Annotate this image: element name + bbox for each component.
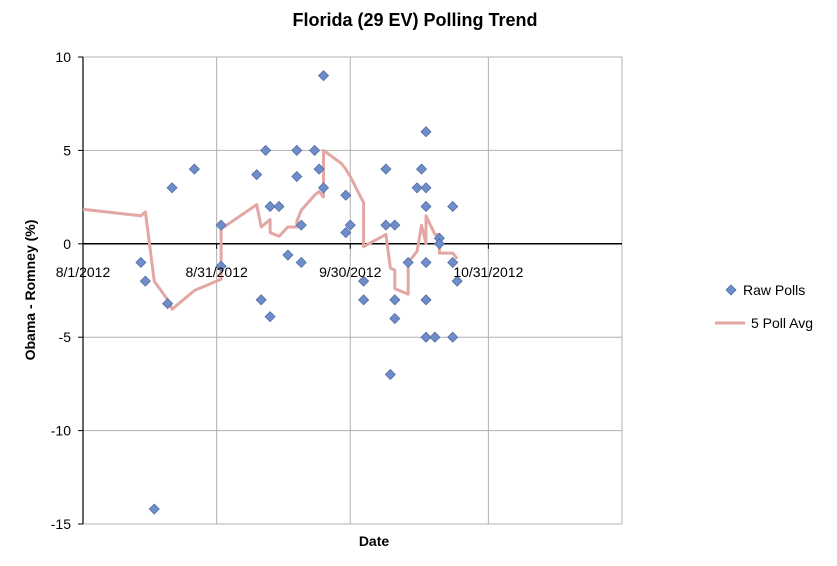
raw-poll-point: [139, 275, 151, 287]
raw-poll-point: [344, 219, 356, 231]
raw-poll-point: [451, 275, 463, 287]
y-tick-label: 0: [63, 236, 71, 252]
raw-poll-point: [340, 227, 352, 239]
raw-poll-point: [447, 256, 459, 269]
raw-points-layer: [135, 70, 463, 515]
raw-poll-point: [313, 163, 325, 175]
x-tick-label: 9/30/2012: [319, 264, 381, 280]
raw-poll-point: [264, 311, 276, 323]
raw-poll-point: [447, 200, 459, 213]
raw-poll-point: [358, 275, 370, 287]
raw-poll-point: [433, 238, 445, 250]
raw-poll-point: [411, 182, 423, 194]
x-axis-title: Date: [359, 533, 390, 549]
raw-poll-point: [389, 312, 401, 325]
plot-frame: [78, 56, 622, 525]
raw-poll-point: [273, 200, 285, 213]
raw-poll-point: [135, 256, 147, 269]
raw-poll-point: [380, 219, 392, 231]
raw-poll-point: [429, 331, 441, 343]
y-tick-label: 5: [63, 142, 71, 158]
raw-poll-point: [215, 219, 227, 231]
y-tick-label: -5: [59, 329, 72, 345]
y-tick-label: -10: [51, 423, 71, 439]
raw-poll-point: [295, 256, 307, 269]
legend: Raw Polls 5 Poll Avg: [715, 282, 813, 331]
raw-poll-point: [389, 219, 401, 231]
legend-raw-marker: [725, 284, 737, 296]
x-tick-label: 8/31/2012: [185, 264, 247, 280]
raw-poll-point: [380, 163, 392, 175]
y-tick-label: -15: [51, 516, 71, 532]
raw-poll-point: [420, 200, 432, 213]
raw-poll-point: [148, 503, 160, 515]
raw-poll-point: [420, 182, 432, 194]
tick-labels: 10 5 0 -5 -10 -15 8/1/2012 8/31/2012 9/30/2012 10…: [51, 49, 524, 532]
raw-poll-point: [389, 294, 401, 306]
raw-poll-point: [309, 144, 321, 156]
raw-poll-point: [215, 260, 227, 272]
raw-poll-point: [295, 219, 307, 231]
x-tick-label: 10/31/2012: [453, 264, 523, 280]
raw-poll-point: [420, 126, 432, 138]
legend-avg-label: 5 Poll Avg: [751, 315, 813, 331]
y-axis-title: Obama - Romney (%): [22, 220, 38, 361]
raw-poll-point: [282, 249, 294, 261]
raw-poll-point: [420, 331, 432, 343]
grid-lines: [83, 56, 623, 525]
raw-poll-point: [402, 256, 414, 269]
avg-line: [82, 148, 459, 311]
y-tick-label: 10: [55, 49, 71, 65]
chart-title: Florida (29 EV) Polling Trend: [292, 10, 537, 30]
raw-poll-point: [260, 144, 272, 156]
raw-poll-point: [264, 200, 276, 213]
raw-poll-point: [317, 182, 330, 194]
raw-poll-point: [415, 163, 428, 175]
raw-poll-point: [251, 169, 263, 181]
raw-poll-point: [188, 163, 200, 175]
raw-poll-point: [291, 144, 303, 156]
raw-poll-point: [340, 189, 352, 201]
raw-poll-point: [166, 182, 178, 194]
legend-raw-label: Raw Polls: [743, 282, 805, 298]
avg-line-layer: [82, 148, 459, 311]
raw-poll-point: [291, 170, 303, 183]
raw-poll-point: [162, 298, 174, 310]
raw-poll-point: [420, 256, 432, 269]
raw-poll-point: [317, 70, 330, 82]
raw-poll-point: [255, 294, 267, 306]
raw-poll-point: [420, 294, 432, 306]
raw-poll-point: [358, 294, 370, 306]
raw-poll-point: [447, 331, 459, 343]
raw-poll-point: [384, 368, 396, 381]
x-tick-label: 8/1/2012: [56, 264, 111, 280]
